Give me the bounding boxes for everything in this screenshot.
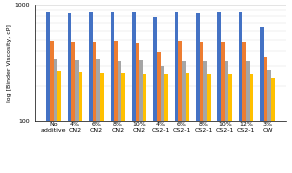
Y-axis label: log [Binder Viscosity, cP]: log [Binder Viscosity, cP] (7, 24, 12, 102)
Bar (100, 73, 104, 173)
Bar (207, 74, 211, 173)
Bar (250, 74, 253, 173)
Bar (246, 61, 250, 173)
Bar (161, 66, 164, 173)
Bar (143, 74, 147, 173)
Bar (46, 12, 50, 173)
Bar (203, 61, 207, 173)
Bar (72, 42, 75, 173)
Bar (178, 41, 182, 173)
Bar (89, 12, 93, 173)
Bar (221, 42, 225, 173)
Bar (271, 78, 275, 173)
Bar (182, 61, 186, 173)
Bar (93, 42, 96, 173)
Bar (225, 61, 228, 173)
Bar (57, 71, 61, 173)
Bar (121, 73, 125, 173)
Bar (239, 12, 242, 173)
Bar (79, 72, 82, 173)
Bar (153, 17, 157, 173)
Bar (242, 42, 246, 173)
Bar (135, 43, 139, 173)
Bar (260, 27, 264, 173)
Bar (218, 12, 221, 173)
Bar (118, 61, 121, 173)
Bar (54, 59, 57, 173)
Bar (264, 57, 267, 173)
Bar (111, 12, 114, 173)
Bar (68, 13, 72, 173)
Bar (50, 41, 54, 173)
Bar (267, 70, 271, 173)
Bar (114, 41, 118, 173)
Bar (228, 74, 232, 173)
Bar (164, 74, 168, 173)
Bar (139, 60, 143, 173)
Bar (132, 12, 135, 173)
Bar (157, 52, 161, 173)
Bar (186, 73, 189, 173)
Bar (200, 42, 203, 173)
Bar (196, 13, 200, 173)
Bar (175, 12, 178, 173)
Bar (75, 60, 79, 173)
Bar (96, 60, 100, 173)
